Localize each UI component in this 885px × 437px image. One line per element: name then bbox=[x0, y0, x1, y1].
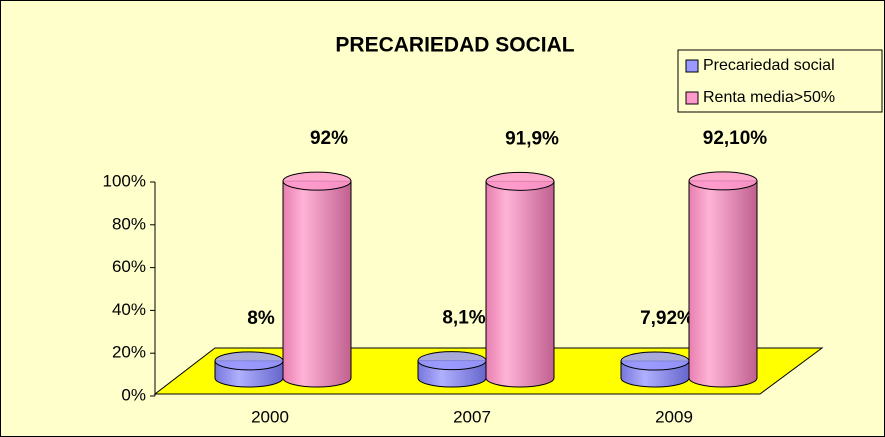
value-label: 92,10% bbox=[703, 128, 768, 149]
y-tick-label: 80% bbox=[112, 214, 146, 233]
value-label: 91,9% bbox=[505, 128, 559, 149]
cylinder-top bbox=[620, 351, 690, 371]
value-label: 92% bbox=[310, 128, 348, 149]
chart-title: PRECARIEDAD SOCIAL bbox=[335, 34, 574, 57]
cylinder-top bbox=[485, 171, 555, 191]
value-label: 8,1% bbox=[442, 308, 485, 329]
y-tick-label: 40% bbox=[112, 300, 146, 319]
value-label: 7,92% bbox=[640, 308, 694, 329]
y-tick-label: 100% bbox=[103, 171, 146, 190]
value-label: 8% bbox=[247, 308, 275, 329]
legend-label: Renta media>50% bbox=[703, 89, 835, 106]
legend bbox=[677, 49, 883, 113]
cylinder bbox=[688, 180, 758, 388]
cylinder-top bbox=[214, 351, 284, 371]
y-tick-label: 0% bbox=[121, 385, 146, 404]
cylinder-top bbox=[417, 351, 487, 371]
cylinder-top bbox=[282, 171, 352, 191]
y-tick-label: 60% bbox=[112, 257, 146, 276]
x-tick-label: 2007 bbox=[453, 407, 491, 426]
legend-swatch bbox=[685, 91, 699, 105]
x-tick-label: 2009 bbox=[655, 407, 693, 426]
cylinder bbox=[485, 180, 555, 388]
legend-swatch bbox=[685, 59, 699, 73]
cylinder-top bbox=[688, 171, 758, 191]
legend-label: Precariedad social bbox=[703, 57, 835, 74]
x-tick-label: 2000 bbox=[251, 407, 289, 426]
cylinder bbox=[282, 180, 352, 388]
y-tick-label: 20% bbox=[112, 343, 146, 362]
